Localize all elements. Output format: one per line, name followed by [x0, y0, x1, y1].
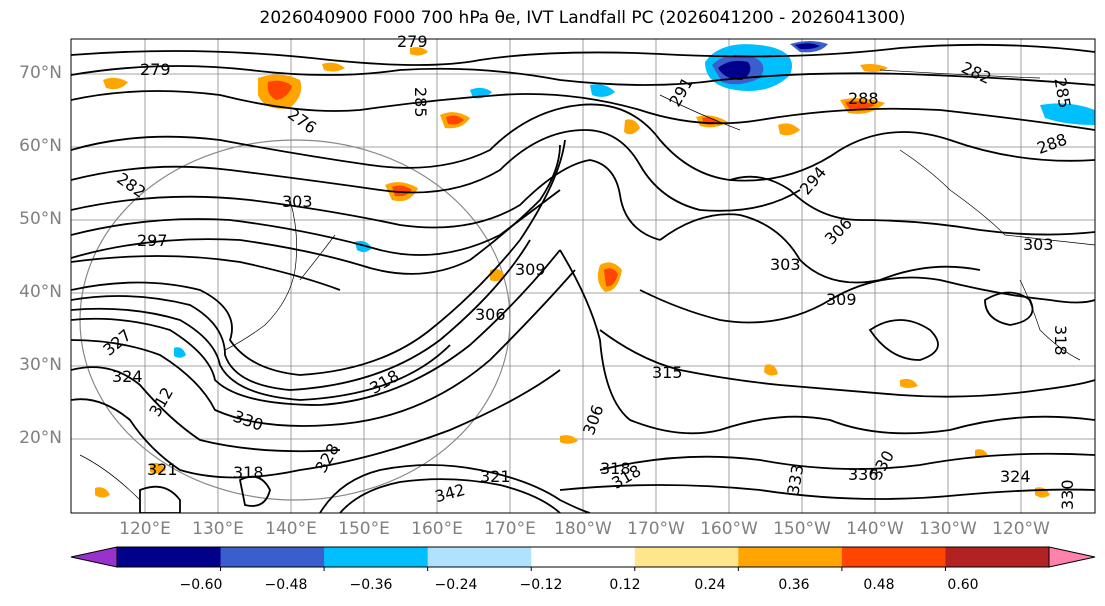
- colorbar-tick-label: 0.60: [947, 577, 979, 593]
- colorbar: [70, 546, 1096, 571]
- lon-label-160w: 160°W: [700, 519, 758, 539]
- lon-label-130w: 130°W: [919, 519, 977, 539]
- contour-label: 330: [1058, 479, 1077, 510]
- colorbar-swatch: [324, 547, 429, 567]
- lon-label-140w: 140°W: [846, 519, 904, 539]
- contour-label: 303: [770, 255, 801, 274]
- colorbar-tick-label: 0.48: [863, 577, 895, 593]
- colorbar-swatch: [634, 547, 739, 567]
- contour-label: 324: [1000, 467, 1031, 486]
- lat-label-20n: 20°N: [19, 428, 62, 448]
- colorbar-tick-label: 0.24: [694, 577, 726, 593]
- colorbar-tick-label: −0.36: [349, 577, 393, 593]
- map-area: [70, 38, 1096, 514]
- colorbar-swatch: [427, 547, 532, 567]
- contour-label: 297: [137, 231, 168, 250]
- colorbar-outline: [116, 546, 1050, 568]
- colorbar-swatch: [220, 547, 325, 567]
- lon-label-120w: 120°W: [992, 519, 1050, 539]
- contour-label: 303: [1023, 235, 1054, 254]
- contour-label: 318: [1051, 325, 1070, 356]
- contour-label: 324: [112, 367, 143, 386]
- contour-label: 288: [848, 89, 879, 108]
- contour-label: 336: [848, 465, 879, 484]
- lon-label-170e: 170°E: [484, 519, 536, 539]
- contour-label: 306: [475, 305, 506, 324]
- lon-label-150w: 150°W: [773, 519, 831, 539]
- contour-label: 285: [411, 87, 430, 118]
- colorbar-tick-label: 0.12: [609, 577, 641, 593]
- lon-label-170w: 170°W: [627, 519, 685, 539]
- colorbar-tick-label: −0.24: [434, 577, 478, 593]
- map-title: 2026040900 F000 700 hPa θe, IVT Landfall…: [259, 8, 906, 28]
- contour-label: 321: [480, 467, 511, 486]
- contour-label: 318: [233, 463, 264, 482]
- contour-label: 318: [600, 459, 631, 478]
- lat-label-50n: 50°N: [19, 209, 62, 229]
- lon-label-120e: 120°E: [119, 519, 171, 539]
- lat-label-70n: 70°N: [19, 63, 62, 83]
- colorbar-swatch: [531, 547, 636, 567]
- colorbar-swatch: [738, 547, 843, 567]
- contour-label: 309: [515, 260, 546, 279]
- colorbar-tick-label: 0.36: [778, 577, 810, 593]
- contour-label: 315: [652, 363, 683, 382]
- lon-label-130e: 130°E: [192, 519, 244, 539]
- graticule: [71, 39, 1095, 513]
- colorbar-swatch: [945, 547, 1050, 567]
- lon-label-140e: 140°E: [265, 519, 317, 539]
- colorbar-tick-label: −0.48: [264, 577, 308, 593]
- map-frame: [70, 38, 1096, 514]
- theta-e-contours: [71, 43, 1095, 513]
- colorbar-swatch: [841, 547, 946, 567]
- lat-label-60n: 60°N: [19, 136, 62, 156]
- coastlines: [79, 69, 1095, 501]
- contour-label: 303: [282, 192, 313, 211]
- colorbar-extend-high: [1048, 546, 1096, 568]
- lon-label-180w: 180°W: [554, 519, 612, 539]
- colorbar-tick-label: −0.60: [179, 577, 223, 593]
- contour-label: 279: [140, 60, 171, 79]
- lat-label-40n: 40°N: [19, 282, 62, 302]
- lat-label-30n: 30°N: [19, 355, 62, 375]
- colorbar-tick-label: −0.12: [519, 577, 563, 593]
- lon-label-160e: 160°E: [411, 519, 463, 539]
- contour-label: 321: [147, 460, 178, 479]
- colorbar-extend-low: [70, 546, 118, 568]
- lon-label-150e: 150°E: [338, 519, 390, 539]
- colorbar-swatch: [117, 547, 222, 567]
- contour-label: 279: [397, 32, 428, 51]
- contour-label: 309: [826, 290, 857, 309]
